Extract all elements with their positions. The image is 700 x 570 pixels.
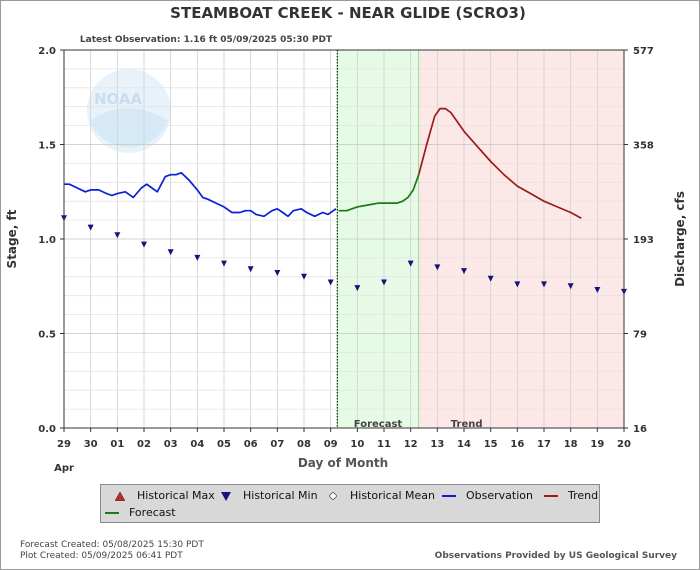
historical-min-point [541, 281, 547, 288]
historical-min-point [221, 260, 227, 267]
x-tick-label: 20 [617, 439, 631, 450]
historical-min-point [141, 241, 147, 248]
x-tick-label: 13 [430, 439, 444, 450]
x-month-label: Apr [54, 463, 74, 474]
y2-tick-label: 577 [633, 46, 654, 57]
historical-min-point [567, 283, 574, 290]
x-tick-label: 30 [84, 439, 98, 450]
x-tick-label: 14 [457, 439, 471, 450]
series-trend [417, 107, 582, 219]
legend-forecast-label: Forecast [129, 506, 176, 519]
historical-min-point [167, 249, 174, 256]
plot-created: Plot Created: 05/09/2025 06:41 PDT [20, 551, 183, 561]
x-tick-label: 29 [57, 439, 71, 450]
y-tick-label: 1.0 [38, 235, 56, 246]
y2-tick-label: 16 [633, 424, 647, 435]
legend-historical-min-label: Historical Min [243, 489, 318, 502]
historical-min-point [354, 285, 361, 292]
x-tick-label: 12 [404, 439, 418, 450]
legend-observation: Observation [438, 488, 533, 504]
historical-min-point [594, 287, 601, 294]
triangle-down-icon [215, 488, 237, 504]
noaa-logo-wave [90, 108, 168, 148]
historical-min-point [407, 260, 414, 267]
y2-tick-label: 358 [633, 141, 654, 152]
historical-min-point [381, 279, 387, 286]
forecast-region-label: Forecast [354, 419, 403, 430]
trend-region-label: Trend [451, 419, 483, 430]
x-tick-label: 15 [484, 439, 498, 450]
x-tick-label: 10 [350, 439, 364, 450]
x-tick-label: 11 [377, 439, 391, 450]
historical-min-point [327, 279, 334, 286]
historical-min-point [487, 275, 494, 282]
historical-min-point [274, 270, 281, 277]
x-tick-label: 03 [164, 439, 178, 450]
x-tick-label: 07 [270, 439, 284, 450]
y-tick-label: 0.0 [38, 424, 56, 435]
x-axis-label: Day of Month [298, 456, 388, 470]
y-tick-label: 1.5 [38, 141, 56, 152]
historical-min-point [194, 254, 201, 261]
historical-min-point [514, 281, 521, 288]
x-tick-label: 17 [537, 439, 551, 450]
series-observation [64, 171, 337, 218]
forecast-created: Forecast Created: 05/08/2025 15:30 PDT [20, 540, 204, 550]
noaa-watermark: NOAA [94, 90, 143, 108]
latest-observation: Latest Observation: 1.16 ft 05/09/2025 0… [80, 35, 333, 45]
y2-tick-label: 193 [633, 235, 654, 246]
chart-title: STEAMBOAT CREEK - NEAR GLIDE (SCRO3) [170, 4, 526, 22]
historical-min-point [87, 224, 94, 231]
x-tick-label: 05 [217, 439, 231, 450]
data-provider: Observations Provided by US Geological S… [434, 551, 677, 561]
legend-historical-max-label: Historical Max [137, 489, 215, 502]
y2-tick-label: 79 [633, 330, 647, 341]
historical-min-point [114, 232, 121, 239]
x-tick-label: 16 [510, 439, 524, 450]
y-tick-label: 2.0 [38, 46, 56, 57]
y-tick-label: 0.5 [38, 330, 56, 341]
red-line-icon [540, 488, 562, 504]
legend-historical-mean: Historical Mean [322, 488, 435, 504]
legend-trend-label: Trend [568, 489, 599, 502]
chart-legend: Historical Max Historical Min Historical… [100, 484, 600, 523]
historical-min-point [301, 273, 307, 280]
legend-historical-mean-label: Historical Mean [350, 489, 435, 502]
legend-forecast: Forecast [101, 505, 176, 521]
series-forecast [338, 174, 420, 212]
legend-trend: Trend [540, 488, 598, 504]
diamond-icon [322, 488, 344, 504]
legend-historical-max: Historical Max [109, 488, 215, 504]
historical-min-point [461, 268, 467, 275]
x-tick-label: 18 [564, 439, 578, 450]
x-tick-label: 01 [110, 439, 124, 450]
y-axis-label: Stage, ft [5, 209, 19, 268]
historical-min-point [434, 264, 441, 271]
legend-historical-min: Historical Min [215, 488, 318, 504]
blue-line-icon [438, 488, 460, 504]
x-tick-label: 19 [590, 439, 604, 450]
historical-min-point [247, 266, 254, 273]
x-tick-label: 09 [324, 439, 338, 450]
x-tick-label: 04 [190, 439, 204, 450]
legend-observation-label: Observation [466, 489, 533, 502]
y2-axis-label: Discharge, cfs [673, 191, 687, 287]
green-line-icon [101, 505, 123, 521]
x-tick-label: 02 [137, 439, 151, 450]
triangle-up-icon [109, 488, 131, 504]
x-tick-label: 08 [297, 439, 311, 450]
x-tick-label: 06 [244, 439, 258, 450]
